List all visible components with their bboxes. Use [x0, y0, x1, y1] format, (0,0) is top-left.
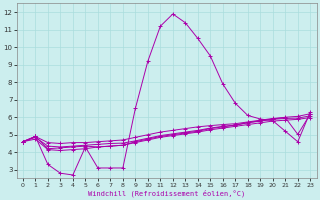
X-axis label: Windchill (Refroidissement éolien,°C): Windchill (Refroidissement éolien,°C): [88, 189, 245, 197]
